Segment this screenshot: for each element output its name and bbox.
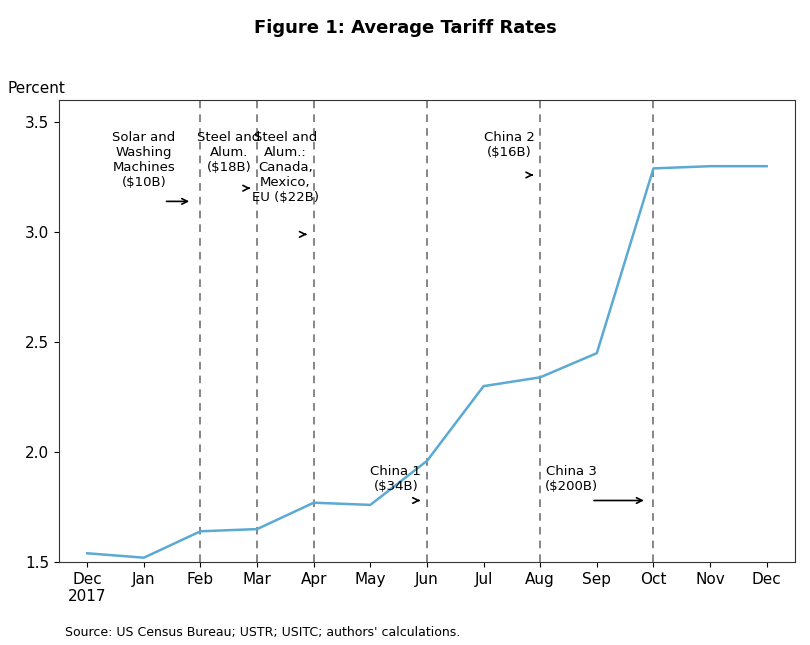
Text: Source: US Census Bureau; USTR; USITC; authors' calculations.: Source: US Census Bureau; USTR; USITC; a… [65,626,460,639]
Text: China 3
($200B): China 3 ($200B) [545,465,598,493]
Text: China 2
($16B): China 2 ($16B) [484,131,535,159]
Text: Steel and
Alum.:
Canada,
Mexico,
EU ($22B): Steel and Alum.: Canada, Mexico, EU ($22… [252,131,319,204]
Text: China 1
($34B): China 1 ($34B) [370,465,421,493]
Text: Solar and
Washing
Machines
($10B): Solar and Washing Machines ($10B) [113,131,176,189]
Text: Percent: Percent [7,81,66,95]
Text: Steel and
Alum.
($18B): Steel and Alum. ($18B) [197,131,261,174]
Text: Figure 1: Average Tariff Rates: Figure 1: Average Tariff Rates [254,19,556,37]
